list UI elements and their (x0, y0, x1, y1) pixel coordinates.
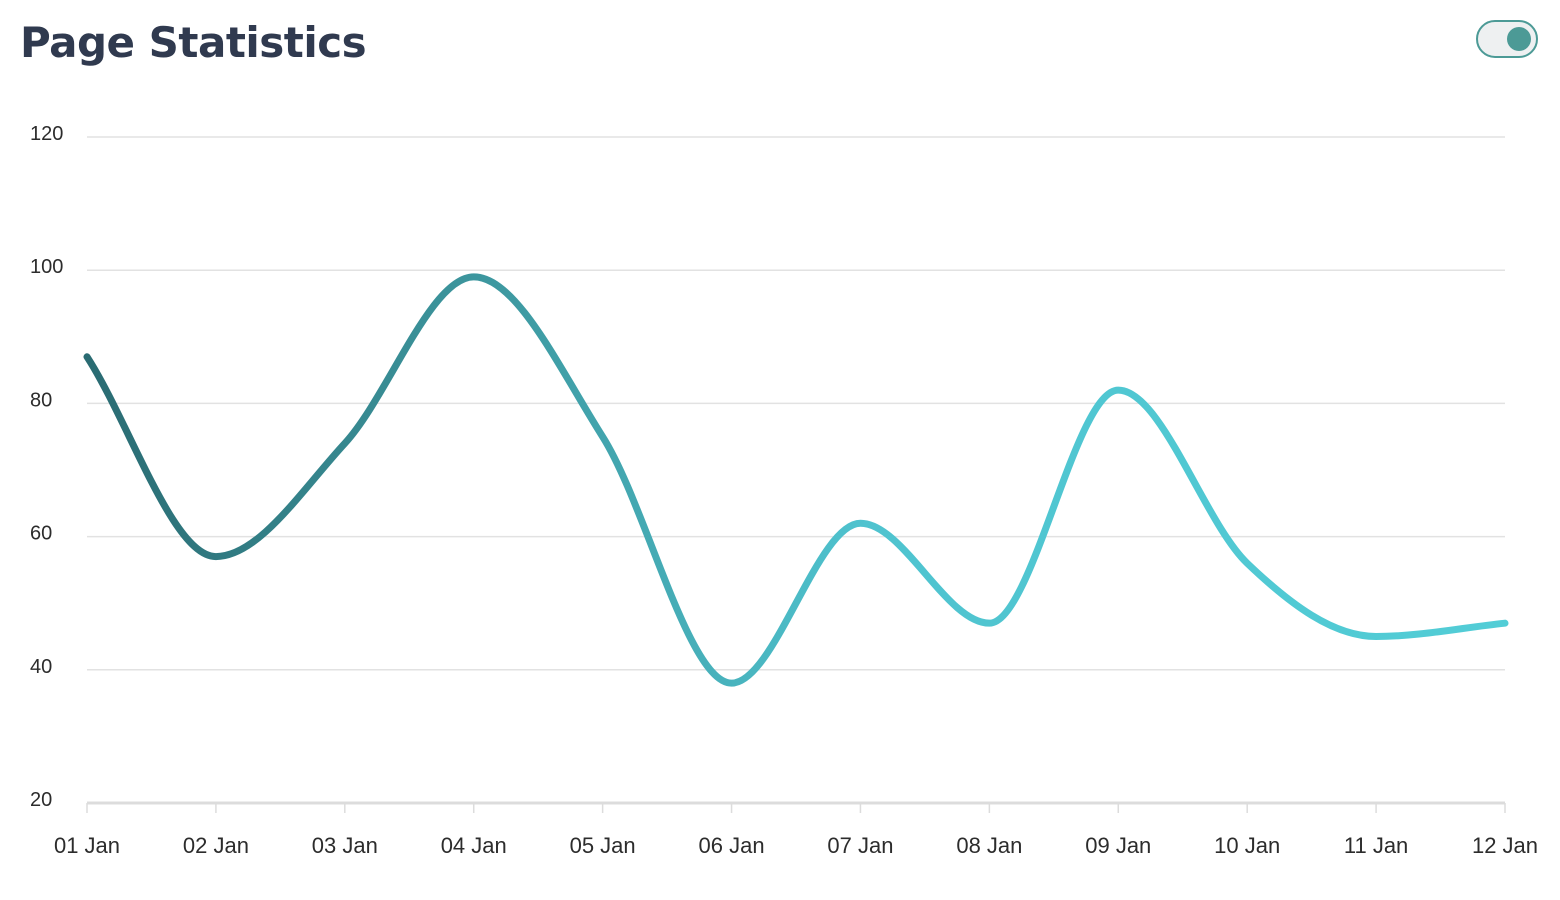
data-point (599, 433, 607, 441)
y-tick-label: 60 (30, 523, 52, 545)
toggle-knob (1507, 27, 1531, 51)
chart-toggle-switch[interactable] (1476, 20, 1538, 58)
data-point (470, 273, 478, 281)
data-point (1372, 633, 1380, 641)
x-tick-label: 01 Jan (54, 833, 120, 858)
data-point (1501, 619, 1509, 627)
x-tick-label: 07 Jan (827, 833, 893, 858)
data-point (1114, 386, 1122, 394)
data-point (212, 553, 220, 561)
series-line (83, 273, 1509, 687)
x-axis-tick-labels: 01 Jan 02 Jan 03 Jan 04 Jan 05 Jan 06 Jan 07 J… (54, 833, 1538, 858)
x-axis (86, 801, 1506, 813)
x-tick-label: 06 Jan (699, 833, 765, 858)
x-tick-label: 04 Jan (441, 833, 507, 858)
data-point (83, 353, 91, 361)
series-layer (83, 273, 1509, 687)
x-tick-label: 09 Jan (1085, 833, 1151, 858)
y-tick-label: 40 (30, 656, 52, 678)
y-axis-tick-labels: 20 40 60 80 100 120 (30, 123, 63, 811)
data-point (1243, 559, 1251, 567)
x-tick-label: 05 Jan (570, 833, 636, 858)
x-tick-label: 11 Jan (1344, 833, 1408, 858)
x-tick-label: 08 Jan (956, 833, 1022, 858)
y-tick-label: 100 (30, 256, 63, 278)
x-tick-label: 12 Jan (1472, 833, 1538, 858)
y-tick-label: 120 (30, 123, 63, 145)
grid-lines (87, 136, 1505, 671)
data-point (341, 439, 349, 447)
x-tick-label: 10 Jan (1214, 833, 1280, 858)
x-tick-label: 02 Jan (183, 833, 249, 858)
data-point (856, 519, 864, 527)
page-title: Page Statistics (20, 18, 367, 67)
data-point (728, 679, 736, 687)
data-point (985, 619, 993, 627)
y-tick-label: 20 (30, 789, 52, 811)
x-tick-label: 03 Jan (312, 833, 378, 858)
y-tick-label: 80 (30, 389, 52, 411)
